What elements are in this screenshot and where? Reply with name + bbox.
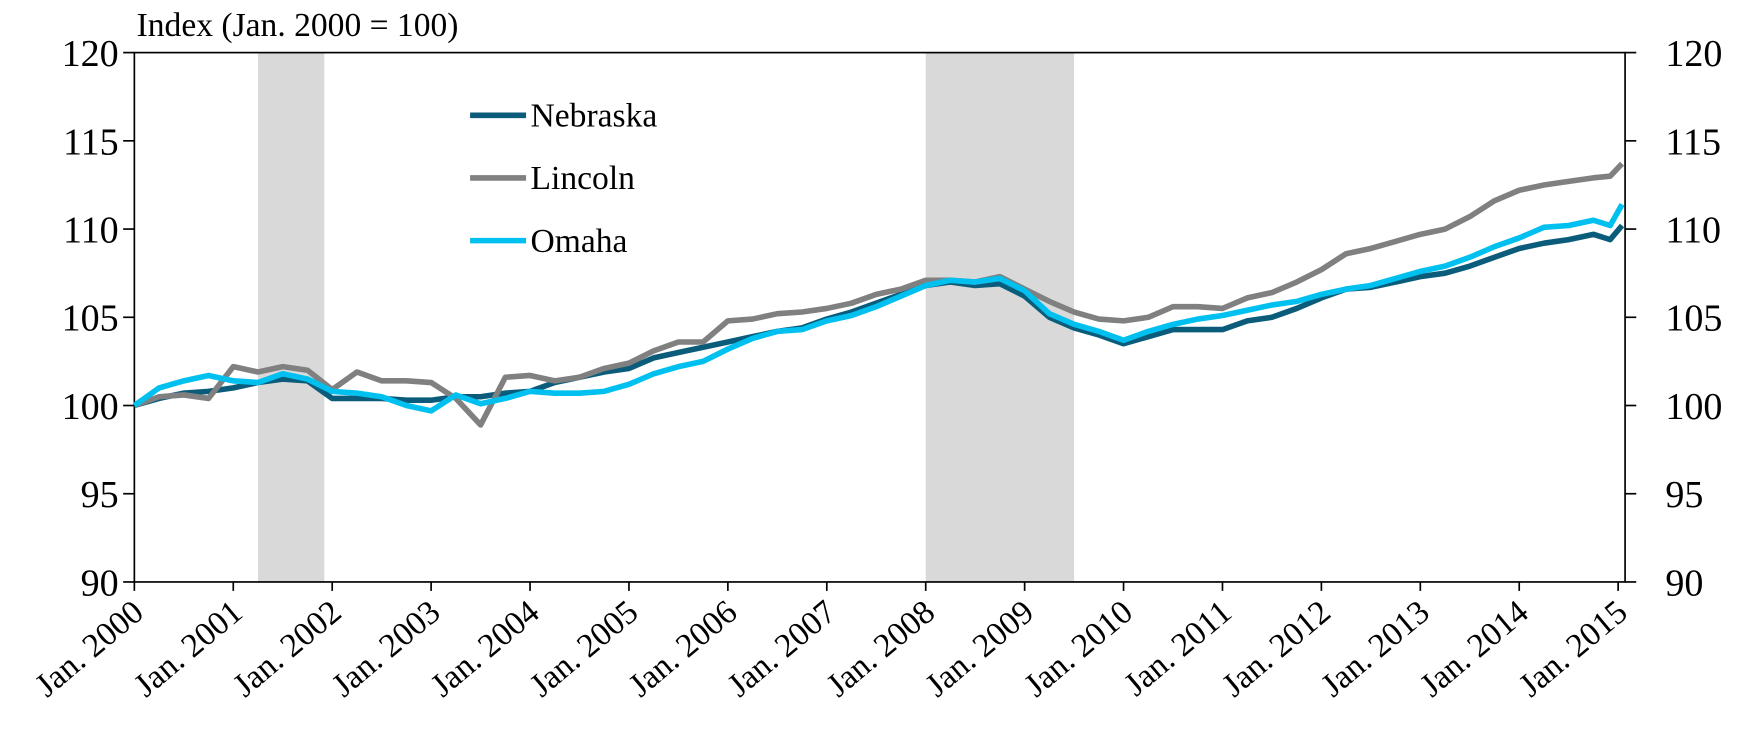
x-tick-label: Jan. 2013 — [1314, 593, 1436, 704]
y-tick-label: 95 — [81, 474, 119, 516]
x-tick-label: Jan. 2007 — [721, 593, 843, 704]
y2-tick-label: 105 — [1665, 298, 1722, 340]
y2-tick-label: 100 — [1665, 386, 1722, 428]
series-line — [133, 161, 1625, 428]
y-tick-label: 115 — [63, 121, 119, 163]
y2-tick-label: 110 — [1665, 209, 1721, 251]
legend-label: Lincoln — [531, 160, 636, 197]
x-tick-label: Jan. 2015 — [1512, 593, 1634, 704]
x-tick-label: Jan. 2009 — [919, 593, 1041, 704]
legend-label: Nebraska — [531, 97, 658, 134]
series-line — [133, 223, 1625, 409]
y-axis-label: Index (Jan. 2000 = 100) — [137, 7, 459, 44]
legend-label: Omaha — [531, 223, 628, 260]
x-tick-label: Jan. 2001 — [127, 593, 249, 704]
x-tick-label: Jan. 2012 — [1215, 593, 1337, 704]
x-tick-label: Jan. 2014 — [1413, 593, 1535, 704]
y-tick-label: 120 — [62, 33, 119, 75]
y2-tick-label: 90 — [1665, 562, 1703, 604]
x-tick-label: Jan. 2011 — [1117, 593, 1238, 703]
y-tick-label: 110 — [63, 209, 119, 251]
series-line — [132, 202, 1625, 414]
y2-tick-label: 115 — [1665, 121, 1721, 163]
x-tick-label: Jan. 2006 — [622, 593, 744, 704]
recession-band — [258, 52, 325, 582]
x-tick-label: Jan. 2000 — [28, 593, 150, 704]
y-tick-label: 100 — [62, 386, 119, 428]
x-tick-label: Jan. 2002 — [226, 593, 348, 704]
x-tick-label: Jan. 2008 — [820, 593, 942, 704]
x-tick-label: Jan. 2004 — [424, 593, 546, 704]
y-tick-label: 105 — [62, 298, 119, 340]
plot-frame — [133, 51, 1626, 583]
x-tick-label: Jan. 2010 — [1018, 593, 1140, 704]
y2-tick-label: 120 — [1665, 33, 1722, 75]
x-tick-label: Jan. 2003 — [325, 593, 447, 704]
x-tick-label: Jan. 2005 — [523, 593, 645, 704]
y-tick-label: 90 — [81, 562, 119, 604]
y2-tick-label: 95 — [1665, 474, 1703, 516]
